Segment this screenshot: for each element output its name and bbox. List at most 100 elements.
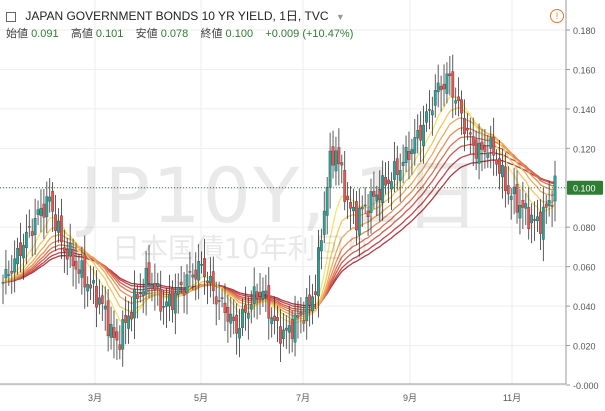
candle-body <box>357 207 361 236</box>
candle-body <box>281 329 285 339</box>
candle-body <box>413 137 417 154</box>
candle-body <box>384 177 388 186</box>
candle-body <box>223 302 227 313</box>
candle-body <box>270 317 274 324</box>
collapse-icon[interactable] <box>6 11 16 22</box>
candle-body <box>156 283 160 287</box>
candle-body <box>521 200 525 208</box>
candle-body <box>308 294 312 306</box>
alert-icon[interactable]: ! <box>550 9 564 23</box>
candle-body <box>1 282 5 284</box>
candle-body <box>206 280 209 283</box>
candle-body <box>378 188 382 200</box>
candle-body <box>30 231 34 236</box>
candle-body <box>27 226 31 228</box>
ohlc-high-label: 高値 <box>70 28 93 40</box>
candle-body <box>226 307 230 322</box>
candle-body <box>197 261 201 281</box>
candle-body <box>390 181 393 190</box>
candle-body <box>130 312 133 320</box>
candle-body <box>188 271 192 273</box>
candle-body <box>354 201 358 231</box>
candle-body <box>97 297 101 305</box>
candle-body <box>241 308 244 328</box>
candle-body <box>483 145 487 152</box>
candle-body <box>349 201 352 209</box>
candle-body <box>106 300 110 337</box>
candle-body <box>68 243 72 257</box>
candle-body <box>401 162 405 166</box>
candle-body <box>65 249 69 260</box>
candle-body <box>115 331 119 341</box>
candle-body <box>170 288 174 310</box>
candle-body <box>550 205 554 207</box>
y-tick-label: 0.140 <box>573 105 596 115</box>
candle-body <box>244 304 247 313</box>
candle-body <box>191 274 195 278</box>
candle-body <box>80 260 84 278</box>
candle-body <box>299 312 303 316</box>
candle-body <box>468 132 472 135</box>
chevron-down-icon[interactable]: ▼ <box>335 12 345 22</box>
y-tick-label: 0.040 <box>573 302 596 312</box>
candle-body <box>460 99 463 114</box>
candle-body <box>179 281 183 286</box>
candle-body <box>217 300 221 302</box>
candle-body <box>284 327 288 331</box>
candle-body <box>512 186 516 195</box>
x-tick-label: 3月 <box>88 393 102 403</box>
candle-body <box>381 175 385 204</box>
chart-header[interactable]: JAPAN GOVERNMENT BONDS 10 YR YIELD, 1日, … <box>6 7 345 24</box>
y-tick-label: -0.000 <box>573 381 599 391</box>
candle-body <box>451 71 455 98</box>
candle-body <box>541 206 545 240</box>
candle-body <box>194 269 198 280</box>
candle-body <box>515 184 519 213</box>
candle-body <box>465 128 469 131</box>
candle-body <box>509 195 513 200</box>
candle-body <box>229 313 233 324</box>
ohlc-open-value: 0.091 <box>31 28 59 40</box>
candle-body <box>165 301 168 307</box>
candle-body <box>501 165 504 178</box>
candle-body <box>430 110 434 116</box>
candle-body <box>425 111 428 123</box>
candle-body <box>232 316 236 321</box>
candle-body <box>51 190 55 212</box>
candle-body <box>62 247 66 252</box>
candle-body <box>54 214 57 231</box>
last-price-label: 0.100 <box>573 183 596 193</box>
candle-body <box>343 170 347 202</box>
candle-body <box>118 344 122 350</box>
candle-body <box>24 231 28 249</box>
candle-body <box>267 285 271 319</box>
x-tick-label: 5月 <box>194 393 208 403</box>
candle-body <box>42 203 46 218</box>
candle-body <box>536 216 539 222</box>
candle-body <box>71 248 75 267</box>
candle-body <box>22 245 25 259</box>
candle-body <box>387 179 390 184</box>
candle-body <box>422 124 425 147</box>
candle-body <box>235 314 239 334</box>
candle-body <box>86 284 90 292</box>
ema-ribbon-line <box>2 117 556 318</box>
candle-body <box>474 139 478 159</box>
candle-body <box>366 210 370 217</box>
candle-body <box>454 100 458 104</box>
watermark-symbol: JP10Y, 1日 <box>80 151 483 240</box>
candle-body <box>124 315 128 323</box>
candle-body <box>553 175 557 202</box>
candle-body <box>60 215 63 243</box>
candle-body <box>334 150 338 172</box>
candle-body <box>246 312 250 319</box>
candle-body <box>503 166 507 191</box>
candle-body <box>457 96 461 101</box>
candle-body <box>544 203 548 208</box>
y-tick-label: 0.080 <box>573 223 596 233</box>
candle-body <box>495 159 498 165</box>
candle-body <box>319 240 323 252</box>
candle-body <box>252 286 256 305</box>
